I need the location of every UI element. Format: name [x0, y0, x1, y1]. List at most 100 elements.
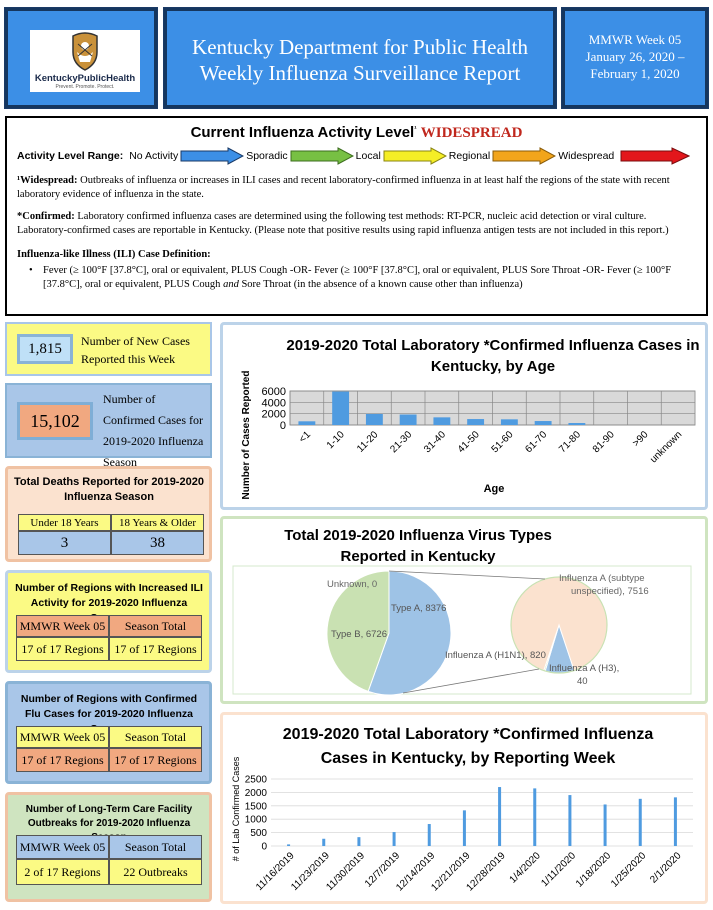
age-xtick: 81-90 — [591, 429, 617, 455]
pie-connector — [402, 668, 540, 694]
widespread-definition: ¹Widespread: Outbreaks of influenza or i… — [17, 174, 696, 202]
title-line-1: Kentucky Department for Public Health — [192, 35, 528, 59]
confirmed-cases-value: 15,102 — [17, 402, 93, 440]
age-chart-panel: 2019-2020 Total Laboratory *Confirmed In… — [220, 322, 708, 510]
logo-tagline: Prevent. Promote. Protect. — [55, 84, 115, 90]
week-ytick: 1500 — [245, 801, 268, 812]
week-bar — [603, 804, 607, 846]
ili-definition: • Fever (≥ 100°F [37.8°C], oral or equiv… — [17, 264, 696, 292]
age-bar — [365, 413, 383, 425]
week-bar — [357, 837, 361, 846]
week-xtick: 1/25/2020 — [609, 850, 649, 890]
age-bar — [332, 391, 350, 425]
report-title: Kentucky Department for Public Health We… — [163, 7, 557, 109]
week-ytick: 0 — [261, 842, 267, 853]
week-ytick: 1000 — [245, 815, 268, 826]
level-sporadic: Sporadic — [246, 150, 288, 162]
weekly-chart-panel: 2019-2020 Total Laboratory *Confirmed In… — [220, 712, 708, 904]
ili-def-part1: Fever (≥ 100°F [37.8°C], oral or equival… — [43, 265, 672, 290]
level-no-activity: No Activity — [129, 150, 179, 162]
confirmed-def-label: *Confirmed: — [17, 211, 75, 222]
ili-regions-panel: Number of Regions with Increased ILI Act… — [5, 570, 212, 673]
sub-pie-border — [510, 576, 608, 674]
week-bar — [392, 832, 396, 846]
age-ylabel: Number of Cases Reported — [241, 371, 252, 500]
week-bar — [673, 797, 677, 846]
virus-type-panel: Total 2019-2020 Influenza Virus Types Re… — [220, 516, 708, 704]
kentucky-public-health-logo: KentuckyPublicHealth Prevent. Promote. P… — [30, 30, 140, 92]
age-xlabel: Age — [484, 483, 505, 495]
flu-regions-col-season: Season Total — [109, 726, 202, 748]
age-bar — [568, 423, 586, 425]
range-label: Activity Level Range: — [17, 150, 124, 162]
deaths-val-18plus: 38 — [111, 531, 204, 555]
virus-type-title: Total 2019-2020 Influenza Virus Types Re… — [284, 527, 552, 565]
week-xtick: 1/4/2020 — [508, 850, 544, 886]
ltc-val-week: 2 of 17 Regions — [16, 859, 109, 885]
age-xtick: 61-70 — [523, 429, 549, 455]
age-ytick: 2000 — [262, 409, 286, 421]
deaths-col-under18: Under 18 Years — [18, 514, 111, 531]
age-xtick: <1 — [297, 429, 313, 445]
new-cases-value: 1,815 — [17, 334, 73, 364]
week-number: MMWR Week 05 — [588, 32, 682, 47]
shield-icon — [72, 32, 98, 71]
ili-regions-col-week: MMWR Week 05 — [16, 615, 109, 637]
age-bar — [433, 417, 451, 425]
deaths-col-18plus: 18 Years & Older — [111, 514, 204, 531]
pie-label-subtype-1: Influenza A (subtype — [559, 573, 645, 584]
week-bar — [533, 788, 537, 846]
ili-regions-col-season: Season Total — [109, 615, 202, 637]
week-ytick: 2500 — [245, 775, 268, 786]
new-cases-label: Number of New Cases Reported this Week — [81, 334, 190, 366]
activity-title-text: Current Influenza Activity Level — [190, 124, 415, 141]
arrow-blue-icon — [180, 147, 245, 165]
age-bar — [298, 421, 316, 425]
activity-level-value: WIDESPREAD — [420, 125, 523, 141]
virus-type-chart: Unknown, 0 Type A, 8376 Type B, 6726 Influe… — [232, 565, 692, 696]
pie-frame — [232, 565, 692, 695]
week-xtick: 12/28/2019 — [465, 850, 508, 893]
week-ytick: 500 — [250, 828, 267, 839]
pie-label-unknown: Unknown, 0 — [327, 579, 377, 590]
week-xtick: 1/18/2020 — [574, 850, 614, 890]
week-bar — [568, 795, 572, 846]
ltc-col-season: Season Total — [109, 835, 202, 859]
age-ytick: 6000 — [262, 386, 286, 398]
title-line-2: Weekly Influenza Surveillance Report — [199, 61, 521, 85]
ltc-panel: Number of Long-Term Care Facility Outbre… — [5, 792, 212, 902]
age-ytick: 0 — [280, 420, 286, 432]
bullet-icon: • — [29, 265, 33, 276]
age-xtick: 51-60 — [490, 429, 516, 455]
activity-level-box: Current Influenza Activity Level¹ WIDESP… — [5, 116, 708, 316]
age-bar — [467, 419, 485, 425]
flu-regions-col-week: MMWR Week 05 — [16, 726, 109, 748]
arrow-green-icon — [290, 147, 354, 165]
ili-def-part2: Sore Throat (in the absence of a known c… — [241, 279, 523, 290]
arrow-yellow-icon — [383, 147, 447, 165]
ili-label: Influenza-like Illness (ILI) Case Defini… — [17, 249, 211, 260]
arrow-red-icon — [620, 147, 691, 165]
week-bar — [498, 787, 502, 846]
age-xtick: >90 — [631, 429, 651, 449]
activity-title-sup: ¹ — [414, 126, 417, 133]
widespread-def-text: Outbreaks of influenza or increases in I… — [17, 175, 670, 200]
age-xtick: 21-30 — [388, 429, 414, 455]
widespread-def-label: ¹Widespread: — [17, 175, 78, 186]
ili-regions-val-season: 17 of 17 Regions — [109, 637, 202, 661]
age-xtick: unknown — [648, 429, 684, 465]
week-start: January 26, 2020 – — [585, 49, 685, 64]
ltc-col-week: MMWR Week 05 — [16, 835, 109, 859]
new-cases-panel: 1,815 Number of New Cases Reported this … — [5, 322, 212, 376]
deaths-panel: Total Deaths Reported for 2019-2020 Infl… — [5, 466, 212, 562]
age-xtick: 11-20 — [355, 429, 381, 455]
week-ytick: 2000 — [245, 788, 268, 799]
level-widespread: Widespread — [558, 150, 615, 162]
age-bar — [534, 421, 552, 425]
deaths-title: Total Deaths Reported for 2019-2020 Infl… — [14, 476, 204, 503]
confirmed-def-text: Laboratory confirmed influenza cases are… — [17, 211, 669, 236]
pie-label-h1n1: Influenza A (H1N1), 820 — [445, 650, 546, 661]
weekly-chart: 0500100015002000250011/16/201911/23/2019… — [231, 756, 693, 894]
week-xtick: 2/1/2020 — [648, 850, 684, 886]
pie-label-type-b: Type B, 6726 — [331, 629, 387, 640]
